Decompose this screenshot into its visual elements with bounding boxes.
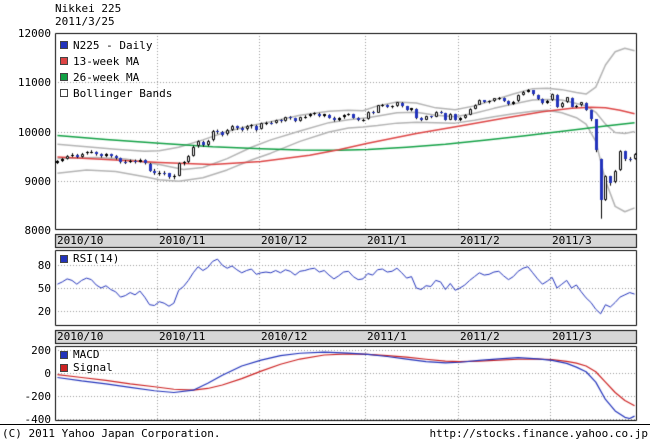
legend-label: MACD xyxy=(73,348,100,361)
legend-swatch-icon xyxy=(60,41,68,49)
source-url: http://stocks.finance.yahoo.co.jp xyxy=(429,427,648,440)
legend-label: 13-week MA xyxy=(73,54,140,68)
chart-date: 2011/3/25 xyxy=(55,15,115,28)
date-axis-tick: 2011/1 xyxy=(367,330,407,343)
legend-label: Bollinger Bands xyxy=(73,86,173,100)
date-axis-tick: 2010/12 xyxy=(261,234,308,247)
legend-label: RSI(14) xyxy=(73,252,120,265)
legend-label: 26-week MA xyxy=(73,70,140,84)
chart-title: Nikkei 225 xyxy=(55,2,122,15)
macd-axis-tick: -400 xyxy=(24,413,52,426)
date-axis-tick: 2011/2 xyxy=(460,330,500,343)
price-axis-tick: 8000 xyxy=(24,224,52,237)
price-axis-tick: 10000 xyxy=(17,126,51,139)
legend-label: Signal xyxy=(73,361,113,374)
legend-item: MACD xyxy=(60,348,113,361)
legend-item: 13-week MA xyxy=(60,53,172,69)
date-axis-tick: 2010/10 xyxy=(57,330,104,343)
macd-axis-tick: 0 xyxy=(44,367,51,380)
price-axis-tick: 9000 xyxy=(24,175,52,188)
macd-axis-tick: -200 xyxy=(24,390,52,403)
date-axis-tick: 2011/3 xyxy=(552,234,592,247)
macd-panel-legend: MACD Signal xyxy=(60,348,113,374)
price-axis-tick: 11000 xyxy=(17,76,51,89)
macd-axis-tick: 200 xyxy=(31,344,51,357)
legend-swatch-icon xyxy=(60,254,68,263)
legend-swatch-icon xyxy=(60,57,68,65)
legend-item: 26-week MA xyxy=(60,69,172,85)
legend-item: N225 - Daily xyxy=(60,37,172,53)
legend-swatch-icon xyxy=(60,73,68,81)
date-axis-tick: 2010/12 xyxy=(261,330,308,343)
legend-item: Bollinger Bands xyxy=(60,85,172,101)
date-axis-tick: 2011/2 xyxy=(460,234,500,247)
price-axis-tick: 12000 xyxy=(17,27,51,40)
rsi-axis-tick: 80 xyxy=(37,259,51,272)
legend-item: Signal xyxy=(60,361,113,374)
rsi-axis-tick: 50 xyxy=(37,282,51,295)
legend-swatch-icon xyxy=(60,89,68,97)
legend-swatch-icon xyxy=(60,350,68,359)
main-chart-legend: N225 - Daily 13-week MA 26-week MA Bollinge… xyxy=(60,37,172,101)
copyright-text: (C) 2011 Yahoo Japan Corporation. xyxy=(2,427,221,440)
legend-item: RSI(14) xyxy=(60,252,119,265)
legend-label: N225 - Daily xyxy=(73,38,153,52)
legend-swatch-icon xyxy=(60,363,68,372)
date-axis-tick: 2011/3 xyxy=(552,330,592,343)
date-axis-tick: 2010/10 xyxy=(57,234,104,247)
rsi-axis-tick: 20 xyxy=(37,305,51,318)
rsi-panel-legend: RSI(14) xyxy=(60,252,119,265)
date-axis-tick: 2010/11 xyxy=(159,234,206,247)
date-axis-tick: 2010/11 xyxy=(159,330,206,343)
footer: (C) 2011 Yahoo Japan Corporation. http:/… xyxy=(0,424,650,441)
date-axis-tick: 2011/1 xyxy=(367,234,407,247)
